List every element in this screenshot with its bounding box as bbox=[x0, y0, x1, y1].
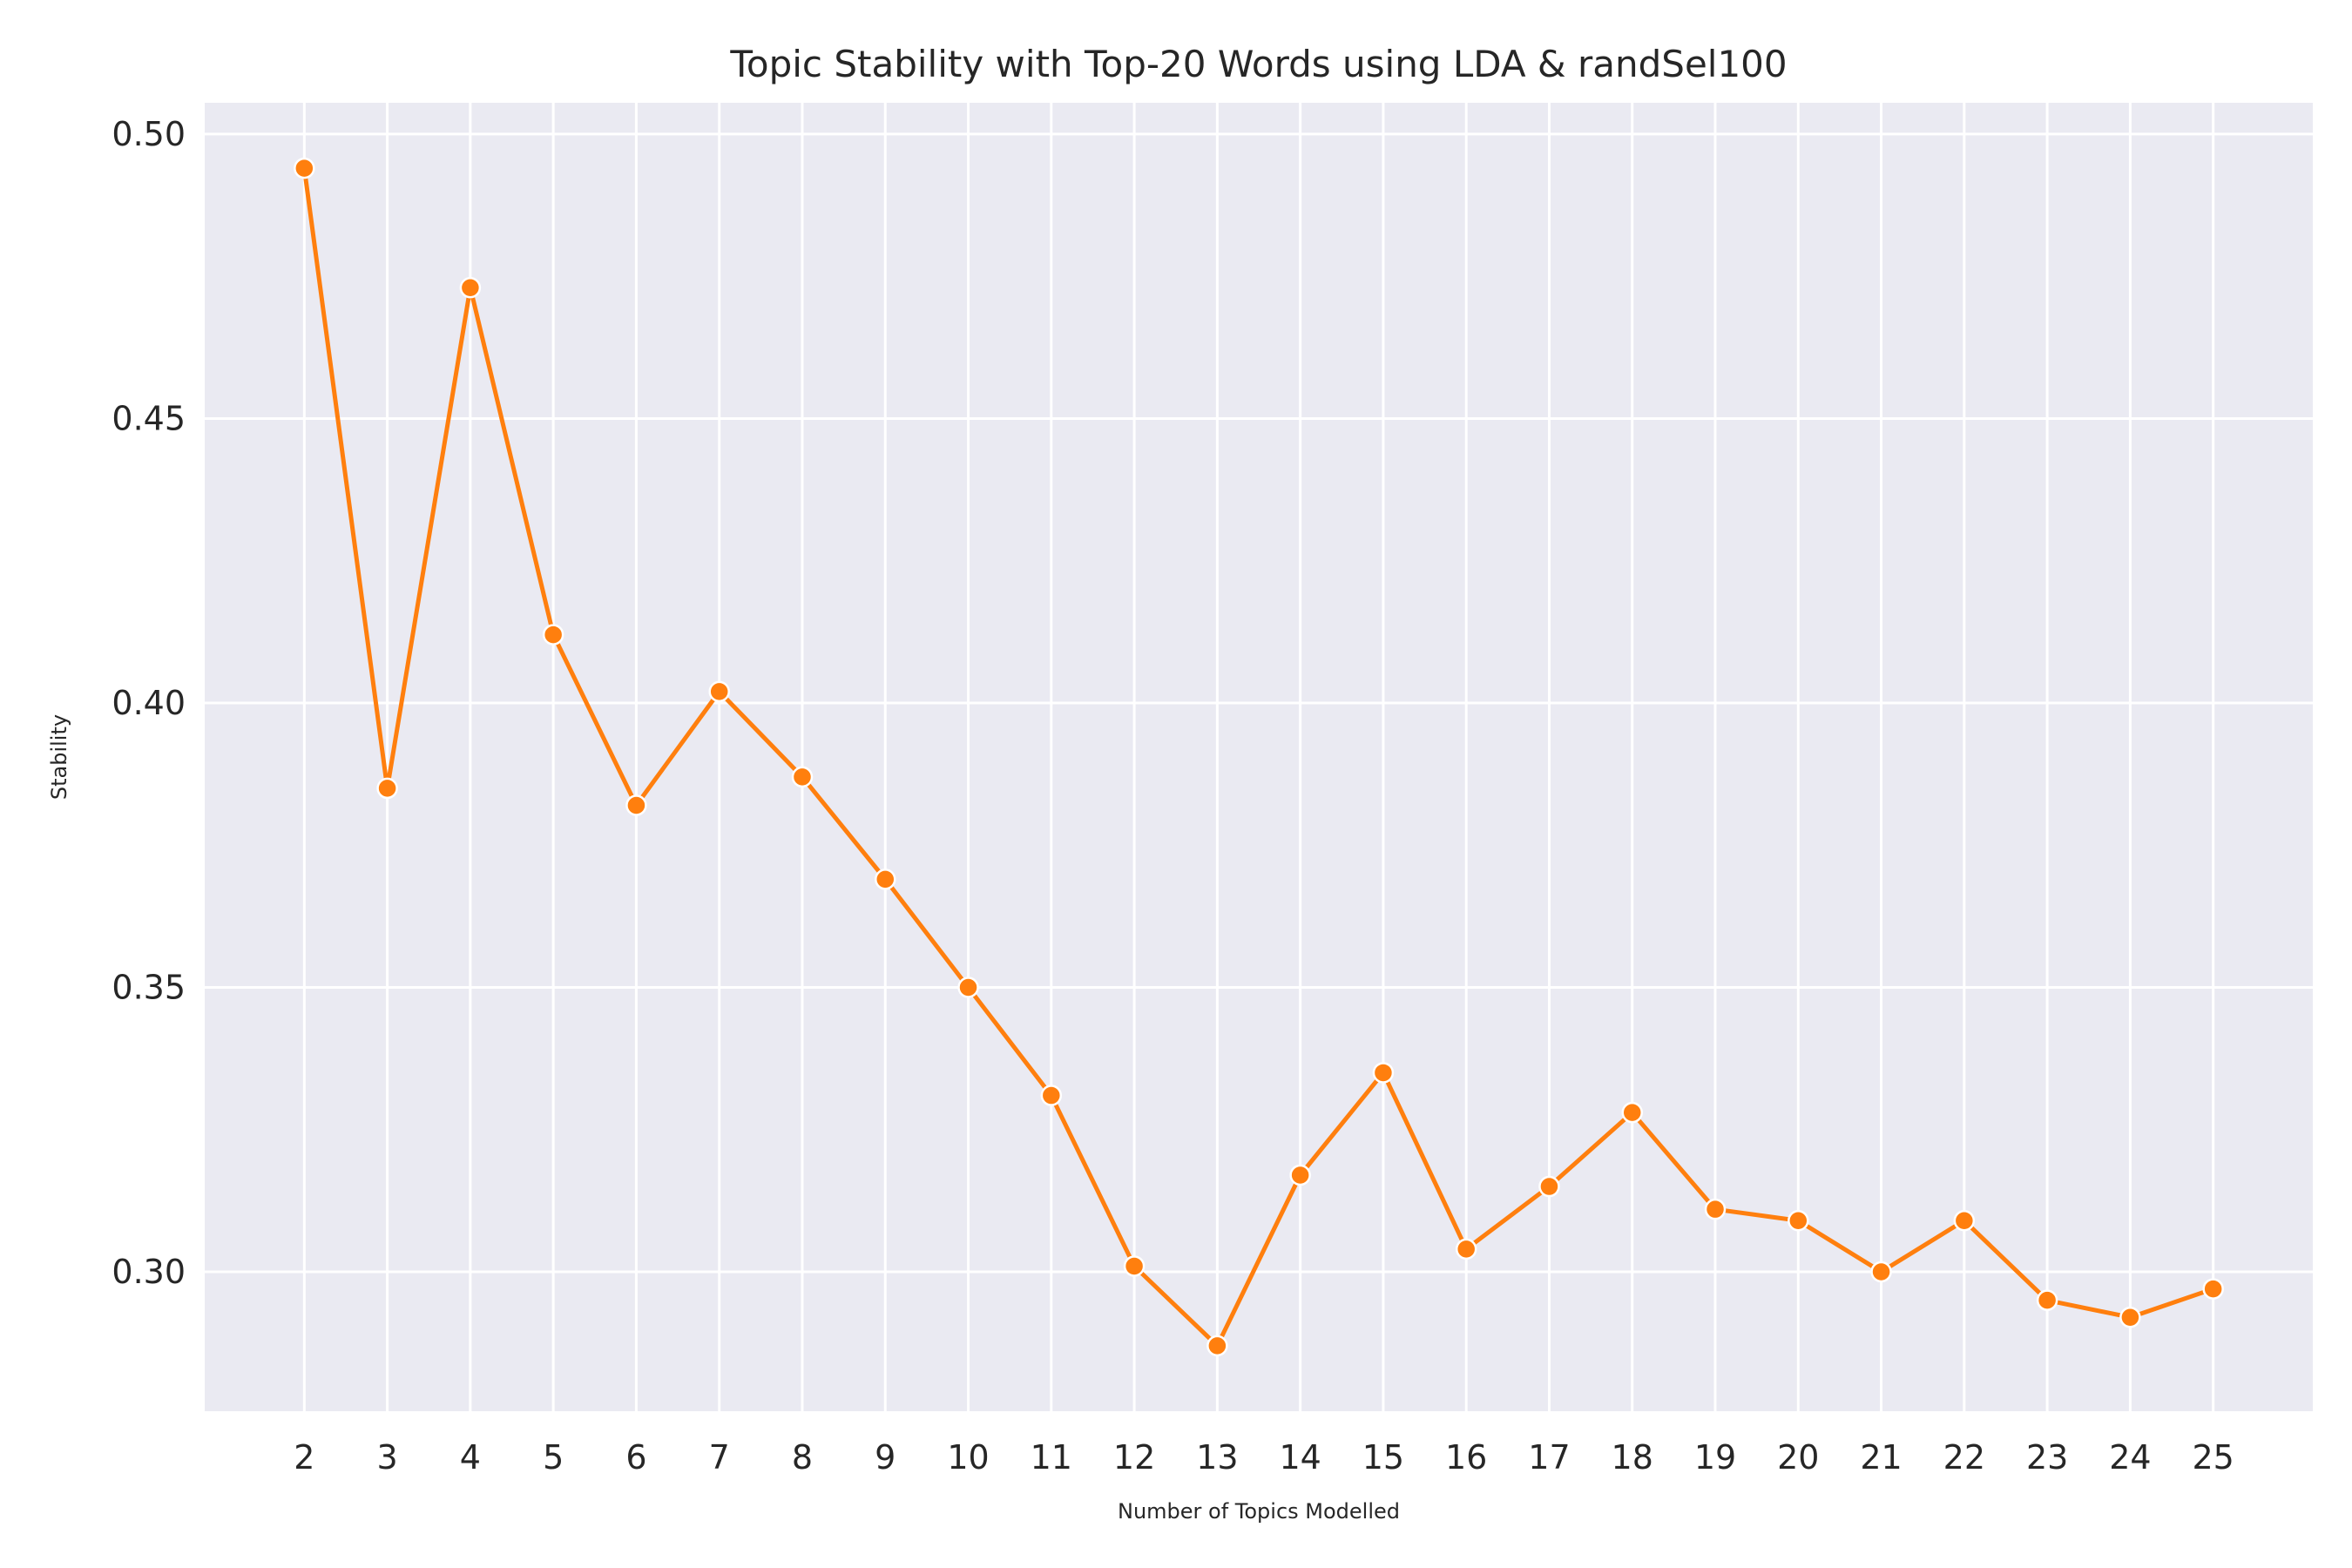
x-tick-label: 20 bbox=[1777, 1438, 1819, 1477]
y-tick-label: 0.50 bbox=[112, 115, 186, 153]
data-point bbox=[1953, 1209, 1976, 1232]
data-point bbox=[1455, 1238, 1477, 1260]
y-gridlines bbox=[205, 132, 2313, 1274]
x-tick-label: 25 bbox=[2192, 1438, 2234, 1477]
data-point bbox=[2202, 1278, 2224, 1300]
data-point bbox=[1372, 1062, 1395, 1084]
x-tick-label: 23 bbox=[2026, 1438, 2068, 1477]
x-tick-label: 4 bbox=[460, 1438, 481, 1477]
data-point bbox=[542, 624, 564, 645]
data-point bbox=[957, 977, 979, 998]
data-point bbox=[294, 157, 315, 179]
chart-title: Topic Stability with Top-20 Words using … bbox=[729, 43, 1787, 85]
data-point bbox=[1621, 1101, 1643, 1124]
y-tick-labels: 0.30 0.35 0.40 0.45 0.50 bbox=[112, 115, 186, 1291]
data-point bbox=[625, 794, 647, 816]
data-point bbox=[1289, 1164, 1311, 1186]
data-point bbox=[1538, 1175, 1560, 1198]
x-tick-label: 10 bbox=[947, 1438, 989, 1477]
x-tick-label: 15 bbox=[1362, 1438, 1404, 1477]
data-point bbox=[1704, 1198, 1727, 1220]
data-point bbox=[875, 868, 896, 890]
data-point bbox=[1040, 1085, 1063, 1106]
data-point bbox=[2036, 1289, 2058, 1311]
series-layer bbox=[301, 166, 2216, 1348]
x-tick-label: 6 bbox=[625, 1438, 646, 1477]
y-tick-label: 0.45 bbox=[112, 399, 186, 437]
series-line bbox=[301, 166, 2216, 1348]
x-tick-label: 13 bbox=[1196, 1438, 1238, 1477]
plot-area bbox=[205, 103, 2313, 1411]
data-point bbox=[1788, 1209, 1809, 1232]
x-gridlines bbox=[302, 103, 2215, 1411]
x-tick-labels: 2 3 4 5 6 7 8 9 10 11 12 13 14 15 16 17 18 19 20 21 22 23 24 25 bbox=[294, 1438, 2234, 1477]
x-tick-label: 9 bbox=[875, 1438, 896, 1477]
y-tick-label: 0.40 bbox=[112, 684, 186, 722]
x-tick-label: 8 bbox=[792, 1438, 813, 1477]
x-tick-label: 3 bbox=[377, 1438, 398, 1477]
x-tick-label: 17 bbox=[1528, 1438, 1570, 1477]
x-axis-label: Number of Topics Modelled bbox=[1118, 1499, 1400, 1524]
y-tick-label: 0.35 bbox=[112, 968, 186, 1006]
x-tick-label: 24 bbox=[2109, 1438, 2151, 1477]
y-axis-label: Stability bbox=[47, 714, 71, 800]
x-tick-label: 19 bbox=[1694, 1438, 1736, 1477]
data-point bbox=[376, 777, 398, 800]
y-tick-label: 0.30 bbox=[112, 1253, 186, 1291]
x-tick-label: 2 bbox=[294, 1438, 314, 1477]
data-point bbox=[1870, 1260, 1892, 1283]
data-point bbox=[2119, 1306, 2141, 1328]
data-point bbox=[1206, 1335, 1228, 1357]
data-point bbox=[1123, 1255, 1146, 1277]
x-tick-label: 12 bbox=[1113, 1438, 1155, 1477]
x-tick-label: 7 bbox=[709, 1438, 730, 1477]
data-point bbox=[459, 276, 482, 299]
x-tick-label: 16 bbox=[1445, 1438, 1487, 1477]
x-tick-label: 11 bbox=[1031, 1438, 1072, 1477]
x-tick-label: 5 bbox=[543, 1438, 564, 1477]
x-tick-label: 14 bbox=[1279, 1438, 1321, 1477]
points-layer bbox=[294, 157, 2224, 1357]
x-tick-label: 21 bbox=[1860, 1438, 1902, 1477]
data-point bbox=[791, 766, 814, 788]
data-point bbox=[708, 680, 730, 703]
x-tick-label: 18 bbox=[1612, 1438, 1653, 1477]
x-tick-label: 22 bbox=[1943, 1438, 1985, 1477]
